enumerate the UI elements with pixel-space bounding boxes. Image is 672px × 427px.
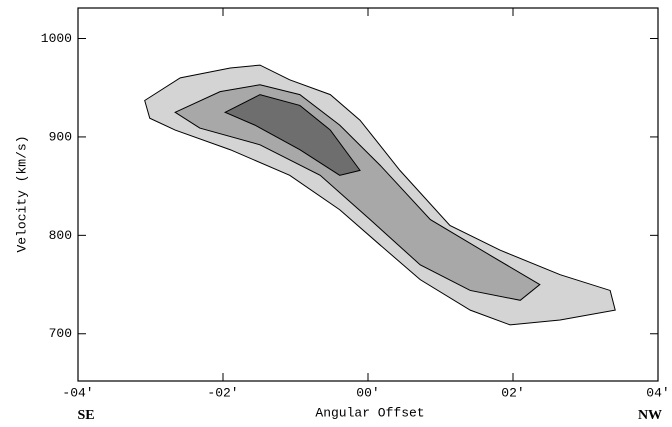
annotation: SE <box>77 408 94 423</box>
x-tick-label: -04' <box>62 385 93 400</box>
x-axis-title: Angular Offset <box>315 405 424 420</box>
contour <box>174 84 541 301</box>
y-tick-label: 800 <box>49 228 72 243</box>
y-axis-title: Velocity (km/s) <box>14 135 29 252</box>
x-tick-label: 04' <box>646 385 669 400</box>
contour <box>223 94 361 176</box>
y-tick-label: 900 <box>49 129 72 144</box>
annotation: NW <box>638 408 662 423</box>
x-tick-label: 02' <box>501 385 524 400</box>
x-tick-label: -02' <box>207 385 238 400</box>
x-tick-label: 00' <box>356 385 379 400</box>
y-tick-label: 1000 <box>41 31 72 46</box>
y-tick-label: 700 <box>49 326 72 341</box>
